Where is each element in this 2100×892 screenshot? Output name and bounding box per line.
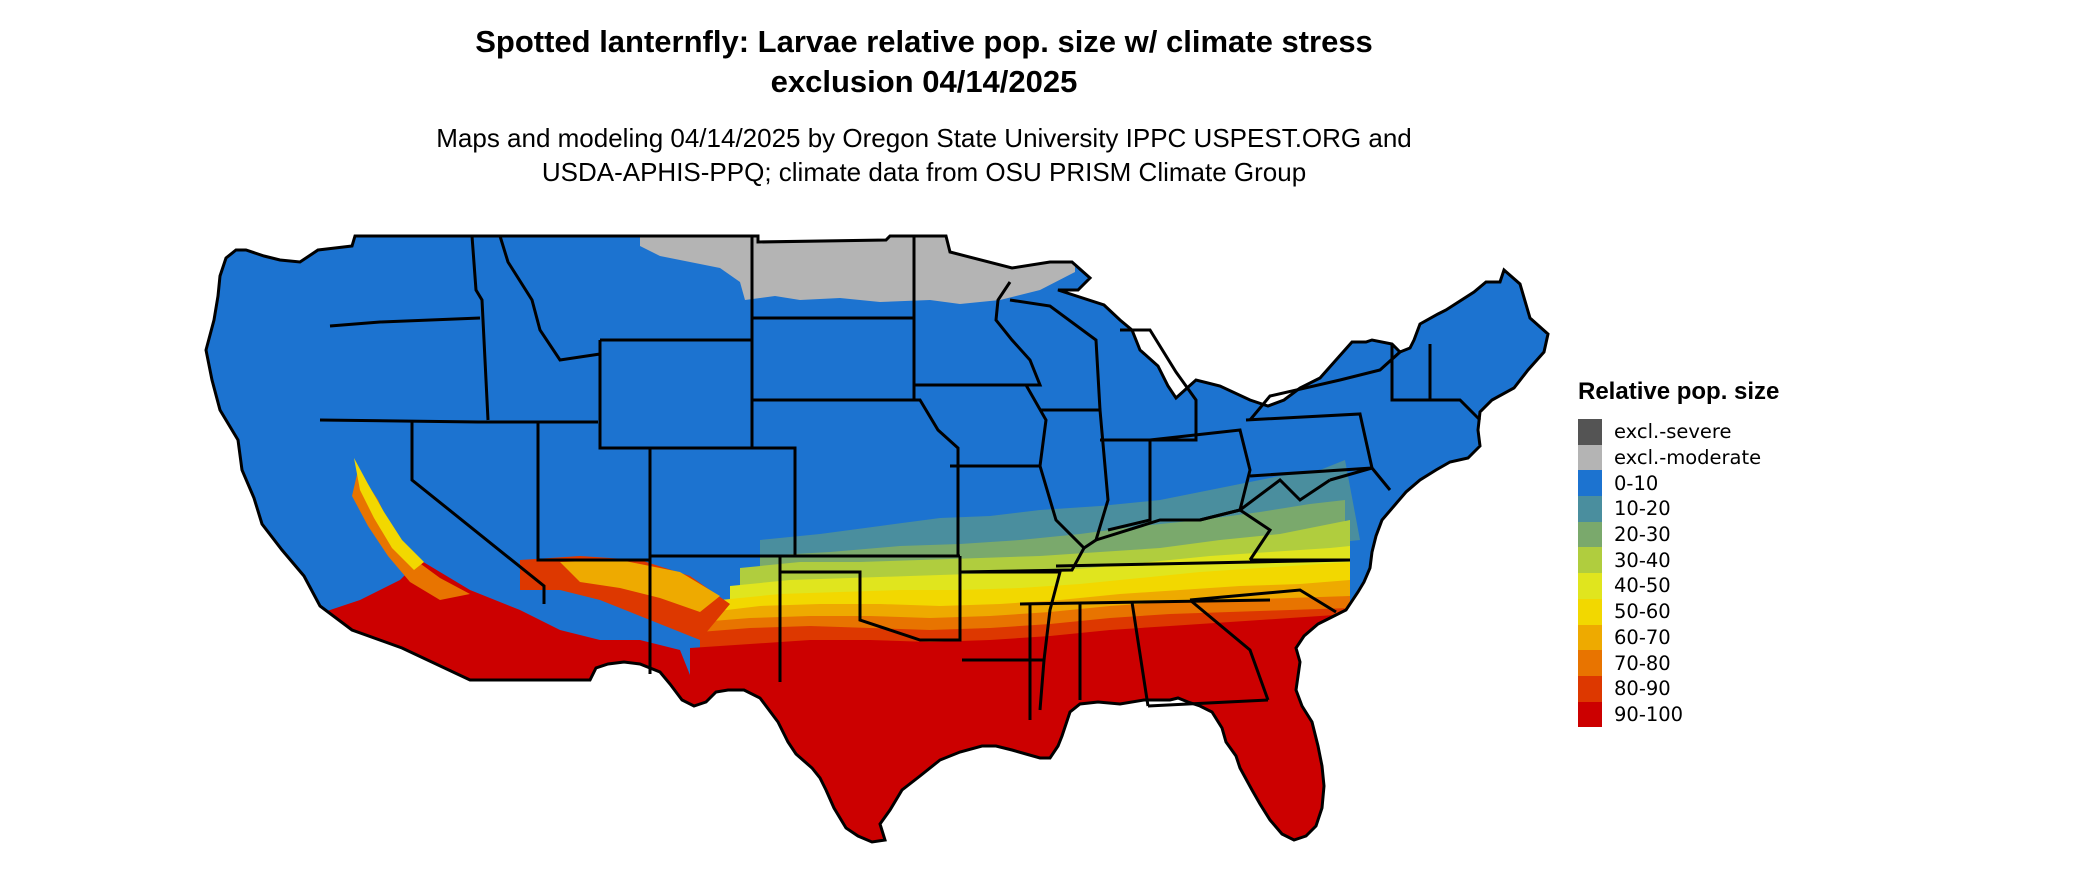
legend-item: 40-50 [1578, 573, 1779, 599]
sc-nc-border [1189, 588, 1337, 614]
legend-label: 20-30 [1614, 523, 1671, 547]
zone-arizona-60-70 [560, 560, 720, 612]
legend-label: excl.-moderate [1614, 446, 1762, 470]
la-border [962, 658, 1046, 711]
pa-border [1245, 412, 1374, 478]
legend-item: 70-80 [1578, 650, 1779, 676]
legend-swatch [1578, 521, 1602, 548]
new-england-border [1420, 398, 1482, 422]
legend-item: 50-60 [1578, 598, 1779, 625]
legend-title: Relative pop. size [1578, 378, 1780, 405]
legend-items: excl.-severe excl.-moderate 0-10 10-20 20-30… [1578, 419, 1779, 728]
legend-swatch [1578, 573, 1602, 599]
md-de-nj-border [1329, 466, 1392, 491]
legend-label: 90-100 [1614, 702, 1684, 726]
map-title-line-2: exclusion 04/14/2025 [770, 64, 1078, 99]
map-title-line-1: Spotted lanternfly: Larvae relative pop.… [475, 24, 1373, 59]
map-title: Spotted lanternfly: Larvae relative pop.… [0, 22, 1848, 102]
tn-ms-al-border [1019, 598, 1271, 606]
al-border [1130, 601, 1150, 707]
mo-border [950, 464, 1086, 574]
legend-swatch [1578, 624, 1602, 651]
legend-label: 10-20 [1614, 497, 1671, 521]
legend-item: 0-10 [1578, 470, 1779, 497]
legend-swatch [1578, 444, 1602, 471]
va-wv-border [1239, 478, 1331, 512]
legend-swatch [1578, 419, 1602, 445]
id-west-border [470, 235, 490, 421]
in-border [1100, 438, 1152, 532]
legend-swatch [1578, 470, 1602, 497]
legend-swatch [1578, 675, 1602, 702]
ne-ks-border [752, 398, 960, 556]
mi-border [1120, 328, 1198, 442]
ky-border [1095, 508, 1273, 561]
legend-item: 30-40 [1578, 547, 1779, 574]
legend-swatch [1578, 496, 1602, 522]
ga-fl-border [1147, 698, 1269, 708]
legend-label: 60-70 [1614, 625, 1671, 649]
legend-item: 80-90 [1578, 675, 1779, 702]
wa-or-border [329, 316, 481, 328]
legend-label: excl.-severe [1614, 420, 1732, 444]
legend-label: 30-40 [1614, 548, 1671, 572]
zone-southwest-50-60 [354, 458, 424, 570]
legend: Relative pop. size excl.-severe excl.-mod… [1578, 378, 1780, 728]
legend-label: 80-90 [1614, 677, 1671, 701]
us-outline [204, 234, 1550, 844]
ny-border [1248, 350, 1402, 421]
wy-co-ne-border [598, 340, 752, 450]
legend-item: excl.-severe [1578, 419, 1779, 445]
legend-label: 40-50 [1614, 574, 1671, 598]
legend-item: 10-20 [1578, 496, 1779, 522]
legend-item: 90-100 [1578, 701, 1779, 728]
zone-florida-tip-40-50 [1220, 810, 1270, 842]
vt-nh-border [1390, 344, 1432, 400]
ga-sc-border [1189, 598, 1270, 701]
il-border [1040, 408, 1110, 550]
legend-item: 60-70 [1578, 624, 1779, 651]
state-borders [204, 234, 1550, 844]
legend-swatch [1578, 598, 1602, 625]
ms-border [1028, 604, 1082, 720]
legend-swatch [1578, 547, 1602, 574]
legend-label: 50-60 [1614, 600, 1671, 624]
map-subtitle-line-2: USDA-APHIS-PPQ; climate data from OSU PR… [541, 157, 1307, 187]
legend-item: excl.-moderate [1578, 444, 1779, 471]
legend-swatch [1578, 701, 1602, 728]
wi-border [1009, 298, 1102, 411]
legend-swatch [1578, 650, 1602, 676]
legend-item: 20-30 [1578, 521, 1779, 548]
legend-label: 70-80 [1614, 651, 1671, 675]
map-subtitle-line-1: Maps and modeling 04/14/2025 by Oregon S… [436, 123, 1412, 153]
nevada-border [410, 420, 546, 604]
map-subtitle: Maps and modeling 04/14/2025 by Oregon S… [0, 121, 1848, 189]
legend-label: 0-10 [1614, 471, 1659, 495]
or-ca-nv-border [319, 418, 598, 424]
